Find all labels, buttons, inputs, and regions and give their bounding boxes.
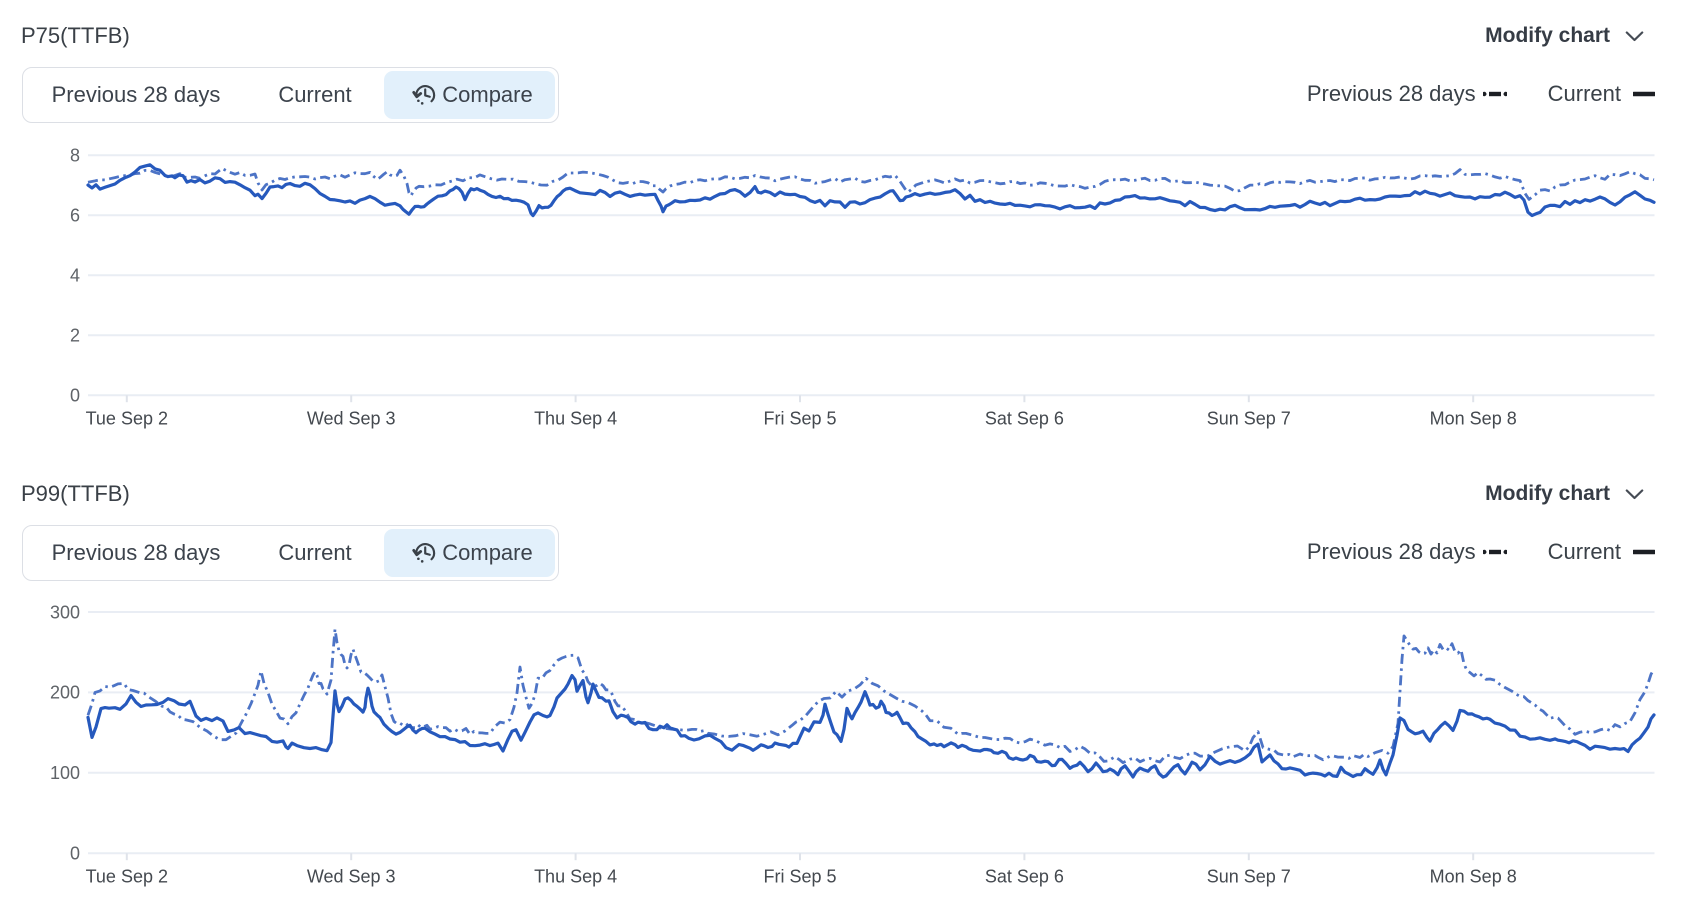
svg-text:0: 0 [70,844,80,864]
svg-text:Thu Sep 4: Thu Sep 4 [534,409,617,429]
svg-text:2: 2 [70,326,80,346]
svg-text:Wed Sep 3: Wed Sep 3 [307,409,396,429]
svg-text:0: 0 [70,386,80,406]
svg-text:Tue Sep 2: Tue Sep 2 [86,867,168,887]
svg-text:Fri Sep 5: Fri Sep 5 [763,867,836,887]
svg-text:Sun Sep 7: Sun Sep 7 [1207,867,1291,887]
svg-text:Fri Sep 5: Fri Sep 5 [763,409,836,429]
svg-text:Sun Sep 7: Sun Sep 7 [1207,409,1291,429]
svg-text:300: 300 [50,602,80,622]
svg-text:Wed Sep 3: Wed Sep 3 [307,867,396,887]
svg-text:Mon Sep 8: Mon Sep 8 [1430,409,1517,429]
svg-text:Thu Sep 4: Thu Sep 4 [534,867,617,887]
svg-text:8: 8 [70,146,80,166]
svg-text:Sat Sep 6: Sat Sep 6 [985,867,1064,887]
svg-text:Mon Sep 8: Mon Sep 8 [1430,867,1517,887]
svg-text:4: 4 [70,266,80,286]
svg-text:6: 6 [70,206,80,226]
svg-text:200: 200 [50,683,80,703]
svg-text:Tue Sep 2: Tue Sep 2 [86,409,168,429]
svg-text:Sat Sep 6: Sat Sep 6 [985,409,1064,429]
svg-text:100: 100 [50,763,80,783]
